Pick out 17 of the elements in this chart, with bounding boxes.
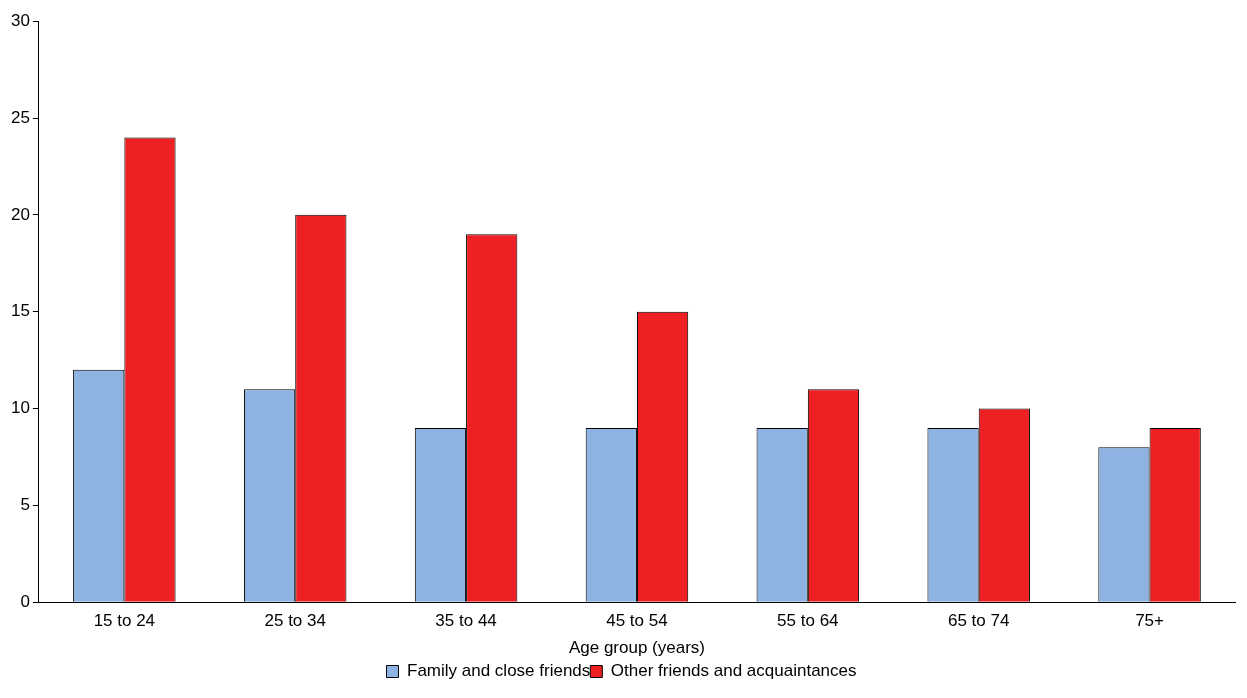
y-tick-label: 20	[10, 204, 30, 224]
y-tick-label: 25	[10, 107, 30, 127]
legend-label: Family and close friends	[407, 661, 591, 681]
x-axis-title: Age group (years)	[568, 638, 705, 658]
y-tick-label: 30	[10, 10, 30, 30]
x-tick-label: 65 to 74	[947, 611, 1010, 631]
x-tick-label: 45 to 54	[606, 611, 668, 631]
x-tick-label: 15 to 24	[93, 611, 156, 631]
x-tick-label: 55 to 64	[777, 611, 839, 631]
y-tick-label: 0	[20, 591, 30, 611]
y-tick-label: 15	[10, 301, 30, 321]
x-tick-label: 25 to 34	[264, 611, 326, 631]
x-tick-label: 35 to 44	[435, 611, 497, 631]
y-tick-label: 5	[20, 495, 30, 515]
y-tick-label: 10	[10, 398, 30, 418]
x-tick-label: 75+	[1135, 611, 1165, 631]
legend-label: Other friends and acquaintances	[610, 661, 857, 681]
